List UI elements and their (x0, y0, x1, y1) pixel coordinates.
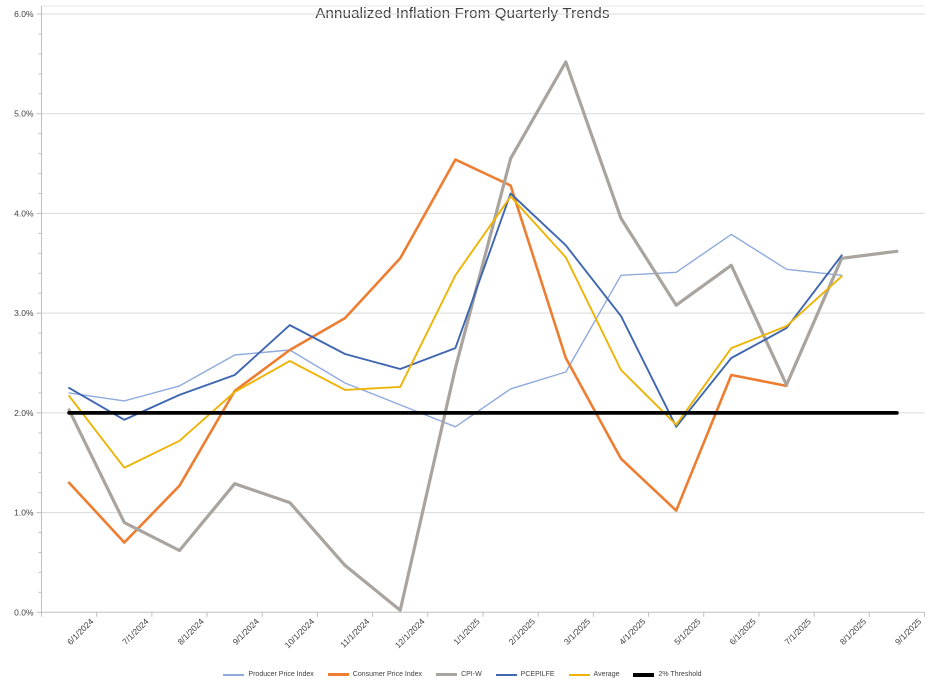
svg-text:5/1/2025: 5/1/2025 (672, 616, 703, 647)
legend-label: Producer Price Index (248, 671, 314, 678)
x-axis-labels: 6/1/2024 7/1/2024 8/1/2024 9/1/2024 10/1/202… (65, 616, 923, 650)
svg-text:8/1/2025: 8/1/2025 (838, 616, 869, 647)
svg-text:9/1/2025: 9/1/2025 (893, 616, 924, 647)
svg-text:9/1/2024: 9/1/2024 (231, 616, 262, 647)
series-line-cpi-w (67, 60, 899, 612)
series-line-producer-price-index (68, 233, 843, 428)
svg-text:6/1/2025: 6/1/2025 (727, 616, 758, 647)
y-axis-labels: 0.0% 1.0% 2.0% 3.0% 4.0% 5.0% 6.0% (14, 9, 34, 617)
series-line-consumer-price-index (67, 158, 788, 544)
svg-text:2.0%: 2.0% (14, 408, 34, 418)
legend-item-2-threshold: 2% Threshold (633, 671, 702, 678)
svg-text:12/1/2024: 12/1/2024 (393, 616, 427, 650)
svg-text:6/1/2024: 6/1/2024 (65, 616, 96, 647)
legend-label: Consumer Price Index (352, 671, 423, 678)
svg-text:8/1/2024: 8/1/2024 (175, 616, 206, 647)
legend-item-average: Average (568, 671, 620, 678)
legend-swatch (327, 673, 349, 676)
legend-swatch (495, 673, 517, 676)
svg-text:4/1/2025: 4/1/2025 (617, 616, 648, 647)
svg-text:1.0%: 1.0% (14, 508, 34, 518)
legend-swatch (568, 673, 590, 676)
legend-label: CPI-W (461, 671, 482, 678)
legend-item-producer-price-index: Producer Price Index (223, 671, 314, 678)
svg-text:7/1/2024: 7/1/2024 (120, 616, 151, 647)
legend-swatch (223, 673, 245, 676)
legend-label: PCEPILFE (520, 671, 555, 678)
svg-text:10/1/2024: 10/1/2024 (282, 616, 316, 650)
legend-swatch (633, 672, 655, 677)
svg-text:2/1/2025: 2/1/2025 (507, 616, 538, 647)
svg-text:6.0%: 6.0% (14, 9, 34, 19)
series-line-pcepilfe (68, 192, 843, 428)
legend-label: Average (593, 671, 620, 678)
chart-legend: Producer Price Index Consumer Price Index… (0, 671, 925, 678)
series-line-average (68, 195, 843, 469)
svg-text:3/1/2025: 3/1/2025 (562, 616, 593, 647)
svg-text:0.0%: 0.0% (14, 607, 34, 617)
svg-text:11/1/2024: 11/1/2024 (338, 616, 372, 650)
legend-item-consumer-price-index: Consumer Price Index (327, 671, 423, 678)
svg-text:1/1/2025: 1/1/2025 (451, 616, 482, 647)
axes (36, 6, 925, 617)
svg-text:4.0%: 4.0% (14, 208, 34, 218)
svg-text:5.0%: 5.0% (14, 109, 34, 119)
legend-label: 2% Threshold (658, 671, 702, 678)
legend-item-pcepilfe: PCEPILFE (495, 671, 555, 678)
legend-item-cpi-w: CPI-W (436, 671, 482, 678)
legend-swatch (436, 673, 458, 676)
svg-text:3.0%: 3.0% (14, 308, 34, 318)
svg-text:7/1/2025: 7/1/2025 (782, 616, 813, 647)
y-gridlines (41, 5, 925, 613)
